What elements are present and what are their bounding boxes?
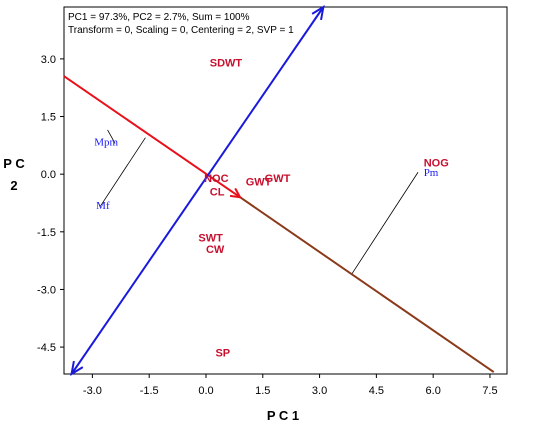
y-tick-label: -4.5: [37, 342, 56, 354]
red-axis-segment: [63, 75, 241, 199]
red-point-label: SWT: [198, 232, 223, 244]
blue-axis-line: [70, 6, 325, 375]
red-point-label: NOG: [424, 157, 449, 169]
y-tick-label: 1.5: [41, 112, 56, 124]
info-line-settings: Transform = 0, Scaling = 0, Centering = …: [68, 25, 294, 36]
y-tick-label: -1.5: [37, 227, 56, 239]
red-point-label: CW: [206, 244, 225, 256]
red-point-label: NOC: [204, 173, 229, 185]
x-tick-label: 7.5: [482, 385, 497, 397]
projection-line: [351, 172, 419, 275]
red-point-label: GWT: [265, 173, 291, 185]
y-tick-label: 3.0: [41, 54, 56, 66]
info-text-group: PC1 = 97.3%, PC2 = 2.7%, Sum = 100% Tran…: [68, 12, 294, 36]
x-axis-title: P C 1: [267, 408, 299, 423]
y-ticks: 3.0 1.5 0.0 -1.5 -3.0 -4.5: [37, 54, 64, 354]
red-point-label: GWT: [246, 177, 272, 189]
red-axis-tail: [239, 196, 495, 373]
blue-axis-arrowhead-bottom: [70, 360, 84, 377]
plot-frame: [63, 6, 508, 375]
blue-point-label: Mf: [96, 200, 110, 212]
projection-line: [99, 137, 146, 208]
x-ticks: -3.0 -1.5 0.0 1.5 3.0 4.5 6.0 7.5: [83, 374, 498, 397]
info-line-variance: PC1 = 97.3%, PC2 = 2.7%, Sum = 100%: [68, 12, 250, 23]
x-tick-label: 0.0: [198, 385, 213, 397]
projection-line: [107, 129, 116, 144]
blue-axis-arrowhead-top: [311, 4, 325, 21]
blue-point-label: Mpm: [94, 136, 118, 148]
x-tick-label: 1.5: [255, 385, 270, 397]
x-tick-label: -3.0: [83, 385, 102, 397]
x-tick-label: 3.0: [312, 385, 327, 397]
red-point-label: SP: [215, 348, 230, 360]
y-tick-label: 0.0: [41, 169, 56, 181]
x-tick-label: 4.5: [369, 385, 384, 397]
blue-point-label: Pm: [424, 167, 439, 179]
red-axis-arrowhead: [229, 187, 242, 199]
y-tick-label: -3.0: [37, 284, 56, 296]
red-point-label: SDWT: [210, 58, 243, 70]
x-tick-label: 6.0: [426, 385, 441, 397]
x-tick-label: -1.5: [140, 385, 159, 397]
red-point-label: CL: [210, 186, 225, 198]
biplot-lines: [63, 4, 495, 377]
